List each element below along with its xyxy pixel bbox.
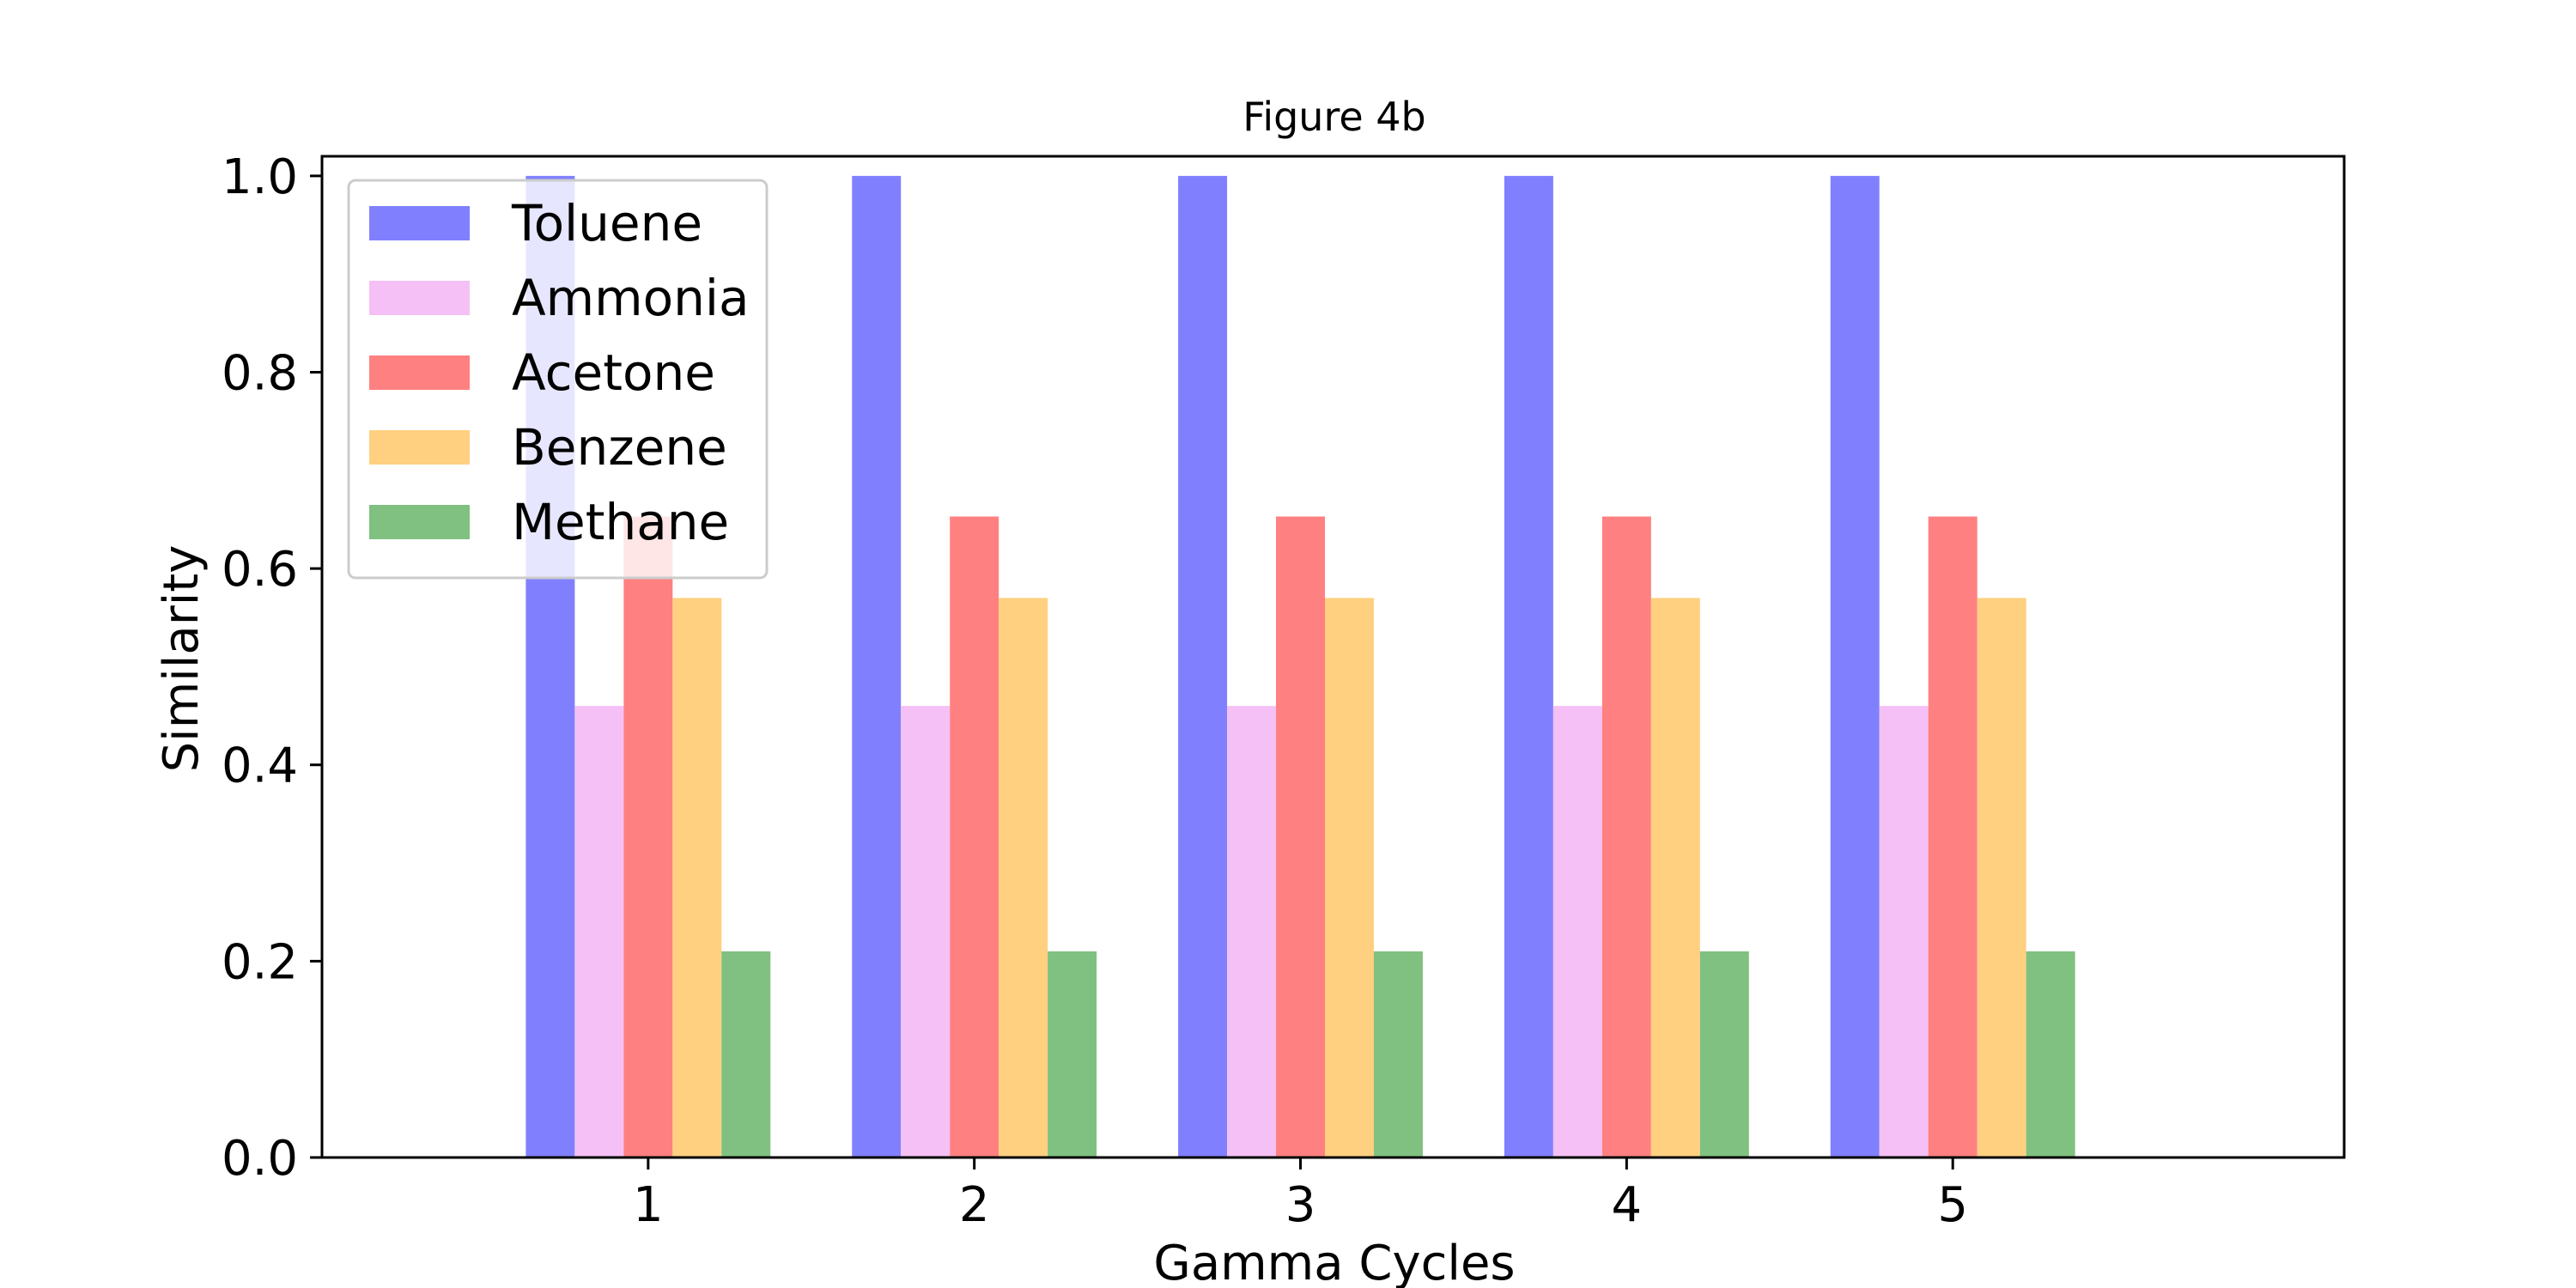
- bar-ammonia-4: [1552, 706, 1602, 1157]
- bar-acetone-4: [1601, 516, 1651, 1157]
- bar-toluene-2: [852, 175, 902, 1157]
- y-tick-label-1.0: 1.0: [222, 149, 298, 205]
- bar-ammonia-2: [901, 706, 951, 1157]
- legend-box: [347, 179, 769, 580]
- y-tick-label-0.0: 0.0: [222, 1131, 298, 1187]
- bar-ammonia-1: [574, 706, 624, 1157]
- legend-swatch-toluene: [369, 206, 470, 240]
- legend-swatch-benzene: [369, 430, 470, 465]
- ticks-layer: 1 2 3 4 5 0.0 0.2 0.4 0.6 0.8 1.0: [222, 149, 1968, 1233]
- x-tick-label-4: 4: [1612, 1177, 1643, 1233]
- x-tick-label-5: 5: [1937, 1177, 1968, 1233]
- bar-benzene-1: [672, 598, 722, 1157]
- bar-acetone-5: [1928, 516, 1978, 1157]
- bar-ammonia-3: [1227, 706, 1277, 1157]
- y-tick-label-0.6: 0.6: [222, 542, 298, 598]
- y-tick-label-0.4: 0.4: [222, 738, 298, 794]
- legend-label-methane: Methane: [512, 493, 729, 551]
- bar-benzene-5: [1977, 598, 2026, 1157]
- bar-methane-2: [1048, 951, 1097, 1157]
- y-tick-label-0.2: 0.2: [222, 934, 298, 990]
- bar-benzene-4: [1650, 598, 1700, 1157]
- y-axis-label: Similarity: [154, 545, 210, 773]
- legend-label-toluene: Toluene: [511, 194, 702, 252]
- legend-label-benzene: Benzene: [512, 418, 727, 477]
- x-tick-label-1: 1: [633, 1177, 664, 1233]
- bar-methane-5: [2026, 951, 2075, 1157]
- chart-title: Figure 4b: [1242, 94, 1426, 140]
- legend-swatch-ammonia: [369, 281, 470, 315]
- plot-area-frame: [320, 155, 2346, 1159]
- bar-acetone-2: [950, 516, 999, 1157]
- bar-methane-4: [1699, 951, 1749, 1157]
- bar-acetone-1: [623, 516, 673, 1157]
- legend: Toluene Ammonia Acetone Benzene Methane: [347, 179, 769, 580]
- bar-toluene-3: [1178, 175, 1228, 1157]
- legend-swatch-methane: [369, 505, 470, 539]
- legend-label-acetone: Acetone: [512, 343, 715, 402]
- y-tick-label-0.8: 0.8: [222, 345, 298, 401]
- legend-swatch-acetone: [369, 355, 470, 390]
- x-tick-label-3: 3: [1285, 1177, 1316, 1233]
- legend-label-ammonia: Ammonia: [512, 269, 750, 327]
- bar-benzene-2: [999, 598, 1048, 1157]
- x-axis-label: Gamma Cycles: [1153, 1236, 1515, 1288]
- bar-ammonia-5: [1879, 706, 1929, 1157]
- bar-methane-1: [721, 951, 771, 1157]
- bar-toluene-5: [1830, 175, 1880, 1157]
- bar-benzene-3: [1325, 598, 1374, 1157]
- bar-methane-3: [1373, 951, 1423, 1157]
- bar-acetone-3: [1276, 516, 1326, 1157]
- bar-toluene-4: [1504, 175, 1553, 1157]
- bars-layer: [526, 175, 2075, 1157]
- x-tick-label-2: 2: [959, 1177, 990, 1233]
